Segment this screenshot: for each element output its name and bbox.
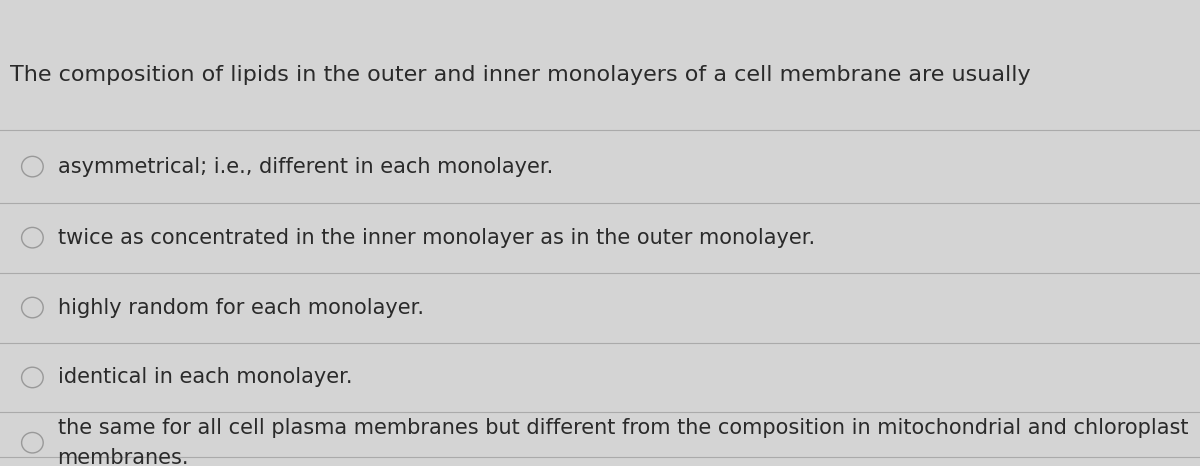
Text: identical in each monolayer.: identical in each monolayer. [58,368,352,387]
Text: highly random for each monolayer.: highly random for each monolayer. [58,298,424,317]
Text: the same for all cell plasma membranes but different from the composition in mit: the same for all cell plasma membranes b… [58,418,1188,466]
Text: asymmetrical; i.e., different in each monolayer.: asymmetrical; i.e., different in each mo… [58,157,553,177]
Text: twice as concentrated in the inner monolayer as in the outer monolayer.: twice as concentrated in the inner monol… [58,228,815,247]
Text: The composition of lipids in the outer and inner monolayers of a cell membrane a: The composition of lipids in the outer a… [10,65,1031,84]
